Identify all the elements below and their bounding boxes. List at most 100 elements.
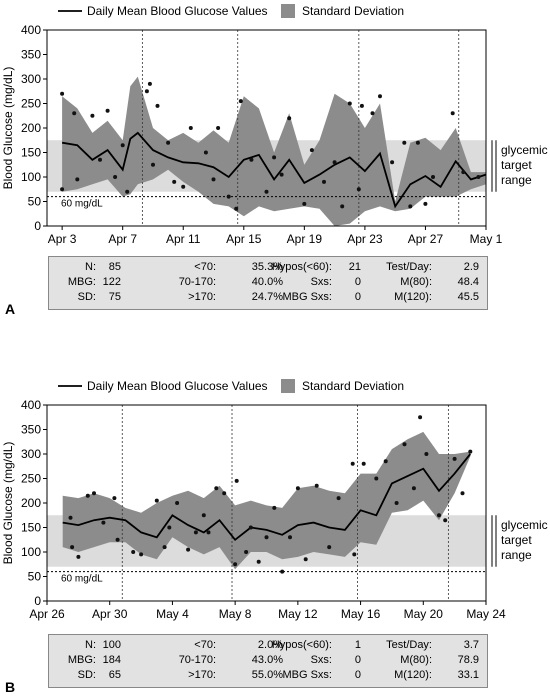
data-point bbox=[222, 491, 227, 496]
data-point bbox=[186, 547, 191, 552]
x-tick-label: Apr 30 bbox=[92, 607, 128, 621]
data-point bbox=[450, 111, 455, 116]
data-point bbox=[125, 189, 130, 194]
stat-value: 3.7 bbox=[463, 639, 479, 651]
hypo-line-label: 60 mg/dL bbox=[61, 574, 103, 585]
data-point bbox=[101, 520, 106, 525]
target-range-label: target bbox=[501, 158, 532, 172]
data-point bbox=[264, 535, 269, 540]
data-point bbox=[303, 557, 308, 562]
stat-label: <70: bbox=[194, 261, 216, 273]
mean-line bbox=[61, 131, 487, 209]
y-tick-label: 300 bbox=[21, 72, 41, 86]
stat-value: 2.9 bbox=[463, 261, 479, 273]
data-point bbox=[193, 530, 198, 535]
stat-value: 65 bbox=[108, 669, 121, 681]
data-point bbox=[280, 569, 285, 574]
data-point bbox=[327, 545, 332, 550]
stat-label: >170: bbox=[188, 291, 216, 303]
data-point bbox=[314, 483, 319, 488]
data-point bbox=[322, 179, 326, 184]
data-point bbox=[411, 486, 416, 491]
stat-value: 40.0% bbox=[251, 276, 283, 288]
data-point bbox=[203, 150, 208, 155]
data-point bbox=[211, 177, 216, 182]
data-point bbox=[402, 442, 407, 447]
stat-label: Test/Day: bbox=[386, 639, 432, 651]
data-point bbox=[424, 452, 429, 456]
data-point bbox=[390, 160, 395, 165]
y-axis-label: Blood Glucose (mg/dL) bbox=[1, 67, 15, 190]
mean-line bbox=[62, 453, 472, 542]
data-point bbox=[378, 94, 382, 99]
data-point bbox=[76, 554, 81, 559]
data-point bbox=[295, 486, 300, 491]
data-point bbox=[70, 545, 75, 550]
stat-value: 0 bbox=[354, 291, 361, 303]
y-tick-label: 350 bbox=[21, 423, 41, 437]
data-point bbox=[131, 550, 136, 554]
data-point bbox=[272, 505, 277, 510]
data-point bbox=[383, 459, 388, 464]
data-point bbox=[226, 194, 231, 199]
stat-value: 100 bbox=[102, 639, 121, 651]
y-tick-label: 400 bbox=[21, 398, 41, 412]
data-point bbox=[115, 537, 120, 542]
target-range-label: glycemic bbox=[501, 143, 548, 157]
y-tick-label: 50 bbox=[28, 570, 42, 584]
stat-value: 122 bbox=[102, 276, 121, 288]
legend-sd-swatch bbox=[281, 4, 295, 18]
data-point bbox=[359, 103, 364, 108]
data-point bbox=[249, 157, 254, 162]
data-point bbox=[340, 204, 345, 209]
data-point bbox=[415, 140, 420, 145]
stat-label: 70-170: bbox=[178, 654, 216, 666]
y-tick-label: 250 bbox=[21, 97, 41, 111]
data-point bbox=[394, 501, 399, 505]
data-point bbox=[72, 111, 77, 116]
data-point bbox=[151, 162, 155, 167]
data-point bbox=[443, 518, 448, 523]
y-tick-label: 200 bbox=[21, 496, 41, 510]
x-tick-label: Apr 3 bbox=[48, 232, 77, 246]
y-tick-label: 100 bbox=[21, 170, 41, 184]
x-tick-label: May 20 bbox=[404, 607, 444, 621]
data-point bbox=[476, 175, 481, 179]
x-tick-label: Apr 19 bbox=[287, 232, 323, 246]
data-point bbox=[60, 187, 65, 192]
data-point bbox=[352, 552, 357, 557]
data-point bbox=[68, 515, 73, 520]
data-point bbox=[244, 550, 249, 554]
stat-value: 24.7% bbox=[251, 291, 283, 303]
stat-label: N: bbox=[85, 261, 96, 273]
stat-value: 48.4 bbox=[457, 276, 479, 288]
stat-label: M(120): bbox=[394, 291, 432, 303]
data-point bbox=[175, 501, 180, 505]
data-point bbox=[233, 562, 238, 567]
legend-mean-label: Daily Mean Blood Glucose Values bbox=[87, 4, 268, 18]
stat-label: Hypos(<60): bbox=[271, 261, 332, 273]
data-point bbox=[423, 201, 428, 206]
y-tick-label: 0 bbox=[34, 219, 41, 233]
data-point bbox=[98, 157, 102, 162]
stat-value: 0 bbox=[354, 276, 361, 288]
panel-letter-b: B bbox=[5, 679, 16, 695]
data-point bbox=[172, 179, 177, 184]
sd-band bbox=[62, 431, 471, 570]
legend-mean-label: Daily Mean Blood Glucose Values bbox=[87, 379, 268, 393]
data-point bbox=[272, 155, 277, 160]
chart-b: 60 mg/dL 0 50 100 150 200 250 300 350 400 Apr 26 Ap… bbox=[1, 379, 548, 621]
data-point bbox=[139, 552, 144, 557]
x-tick-label: May 8 bbox=[219, 607, 252, 621]
data-point bbox=[155, 103, 160, 108]
data-point bbox=[167, 525, 172, 530]
x-tick-label: May 4 bbox=[156, 607, 189, 621]
stat-label: Sxs: bbox=[310, 654, 332, 666]
data-point bbox=[370, 111, 375, 116]
data-point bbox=[350, 461, 355, 466]
data-point bbox=[460, 491, 465, 496]
stat-label: MBG Sxs: bbox=[282, 669, 332, 681]
data-point bbox=[188, 126, 193, 130]
y-tick-label: 100 bbox=[21, 545, 41, 559]
stat-label: SD: bbox=[77, 669, 96, 681]
